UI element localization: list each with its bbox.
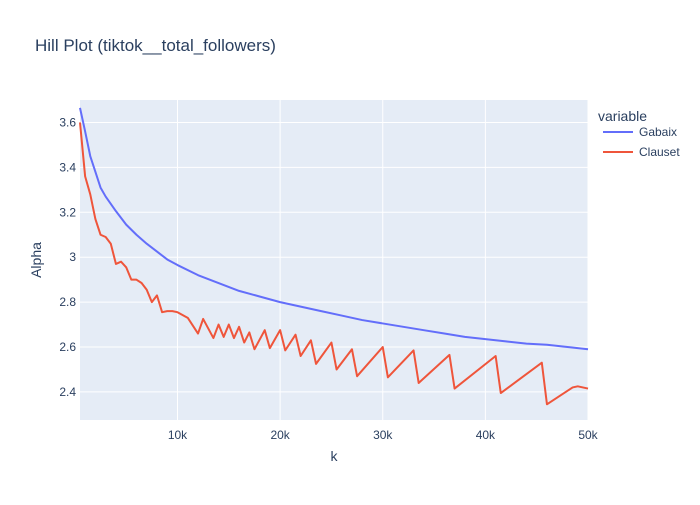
legend-item-clauset[interactable]: Clauset: [603, 145, 680, 159]
y-tick-label: 3: [69, 250, 76, 264]
y-tick-label: 3.4: [59, 160, 76, 174]
series-line-gabaix[interactable]: [79, 107, 589, 351]
legend-item-gabaix[interactable]: Gabaix: [603, 125, 677, 139]
chart-title: Hill Plot (tiktok__total_followers): [35, 36, 276, 55]
series-lines: [79, 107, 589, 406]
x-tick-label: 30k: [373, 428, 393, 442]
legend-label: Clauset: [639, 145, 680, 159]
series-line-clauset[interactable]: [79, 122, 589, 406]
legend-items[interactable]: Gabaix Clauset: [603, 125, 680, 159]
x-axis-label: k: [331, 448, 339, 464]
y-tick-label: 3.6: [59, 115, 76, 129]
x-tick-label: 20k: [270, 428, 290, 442]
x-tick-label: 10k: [168, 428, 188, 442]
y-tick-label: 2.6: [59, 340, 76, 354]
legend-title: variable: [598, 108, 647, 124]
y-tick-label: 3.2: [59, 205, 76, 219]
legend[interactable]: variable Gabaix Clauset: [598, 108, 680, 159]
y-tick-label: 2.4: [59, 385, 76, 399]
y-axis-label: Alpha: [28, 242, 44, 278]
legend-label: Gabaix: [639, 125, 677, 139]
plot-area: [80, 100, 588, 420]
axis-ticks: 10k 20k 30k 40k 50k 2.4 2.6 2.8 3 3.2 3.4 3.6: [59, 115, 598, 442]
x-tick-label: 50k: [578, 428, 598, 442]
y-tick-label: 2.8: [59, 295, 76, 309]
x-tick-label: 40k: [476, 428, 496, 442]
